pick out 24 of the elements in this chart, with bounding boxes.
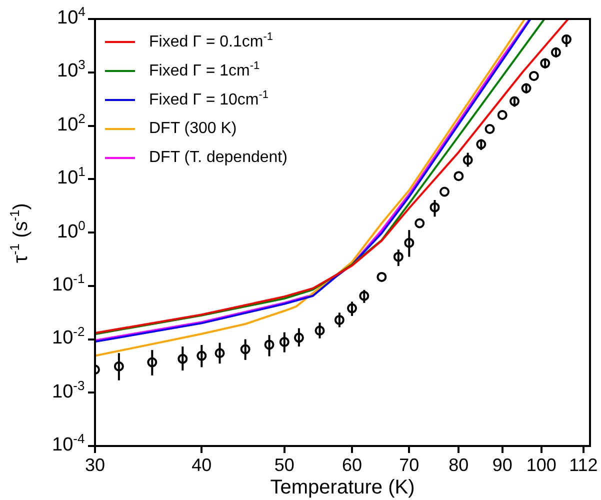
y-tick-label: 10$^{-1}$ [52, 270, 85, 296]
legend-label: Fixed Γ = 1cm$^{-1}$ [149, 60, 260, 81]
legend-label: DFT (T. dependent) [149, 148, 288, 166]
x-tick-label: 40 [192, 454, 212, 475]
x-tick-label: 90 [492, 454, 512, 475]
y-tick-label: 10$^{-3}$ [52, 378, 85, 402]
y-tick-label: 10$^{4}$ [57, 4, 86, 28]
x-tick-label: 100 [526, 454, 556, 475]
x-tick-label: 30 [84, 454, 106, 475]
x-tick-label: 112 [569, 454, 598, 475]
x-tick-label: 80 [448, 454, 469, 475]
y-tick-label: 10$^{0}$ [57, 218, 86, 242]
y-tick-label: 10$^{-2}$ [52, 324, 85, 349]
x-axis-title: Temperature (K) [270, 476, 415, 499]
x-tick-label: 50 [274, 454, 294, 475]
legend-label: Fixed Γ = 10cm$^{-1}$ [149, 89, 269, 110]
x-tick-label: 70 [399, 454, 420, 475]
legend-label: Fixed Γ = 0.1cm$^{-1}$ [149, 31, 273, 52]
legend-label: DFT (300 K) [149, 120, 237, 138]
y-tick-label: 10$^{-4}$ [52, 431, 85, 456]
y-tick-label: 10$^{2}$ [57, 110, 86, 136]
x-tick-label: 60 [342, 454, 362, 475]
y-tick-label: 10$^{1}$ [57, 164, 86, 188]
y-tick-label: 10$^{3}$ [57, 57, 86, 82]
